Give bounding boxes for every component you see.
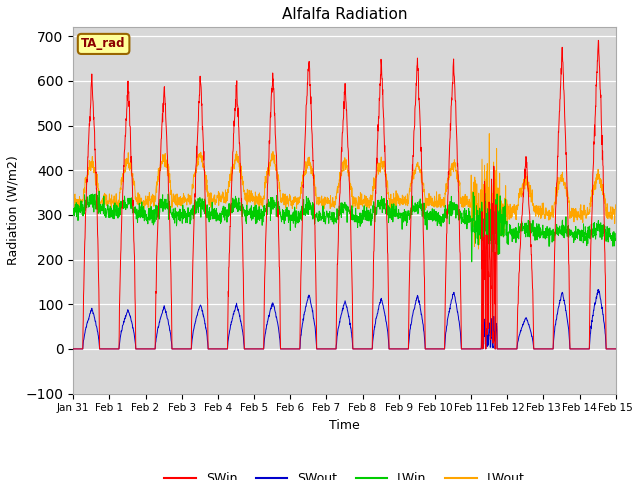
Title: Alfalfa Radiation: Alfalfa Radiation <box>282 7 407 22</box>
Text: TA_rad: TA_rad <box>81 37 126 50</box>
Y-axis label: Radiation (W/m2): Radiation (W/m2) <box>7 156 20 265</box>
Legend: SWin, SWout, LWin, LWout: SWin, SWout, LWin, LWout <box>159 467 529 480</box>
X-axis label: Time: Time <box>329 419 360 432</box>
